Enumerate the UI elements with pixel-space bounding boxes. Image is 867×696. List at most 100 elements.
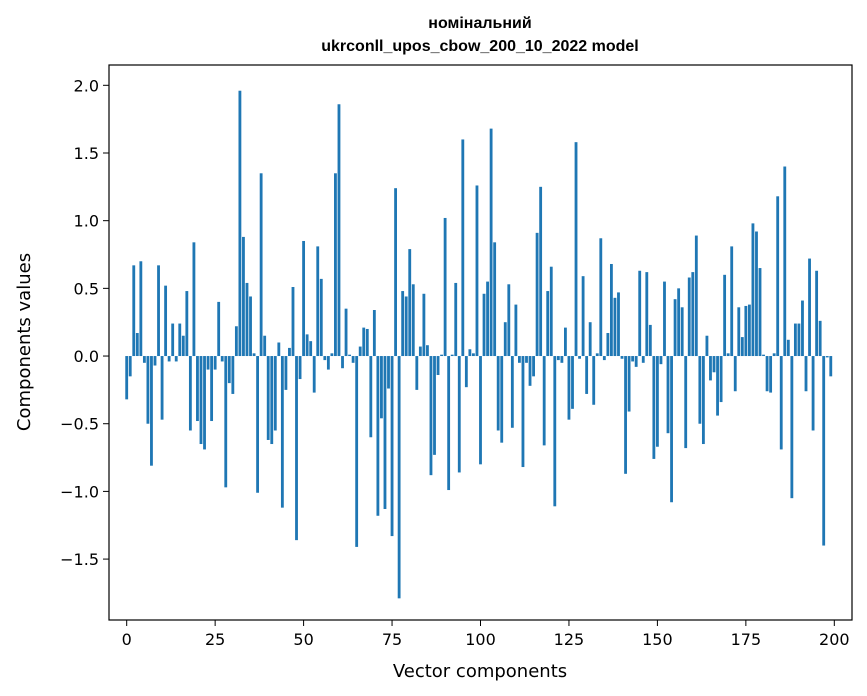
bar-40 [266, 356, 270, 440]
y-tick-label: 1.5 [74, 144, 99, 163]
bar-181 [765, 356, 769, 392]
y-tick-label: 2.0 [74, 76, 99, 95]
bar-61 [341, 356, 344, 369]
bar-93 [454, 282, 458, 357]
bar-112 [521, 356, 525, 468]
bar-30 [231, 356, 235, 394]
bar-120 [549, 266, 553, 357]
bar-173 [737, 307, 741, 357]
bar-38 [259, 173, 263, 357]
bar-188 [790, 356, 794, 499]
bar-148 [648, 324, 652, 357]
bar-140 [620, 356, 624, 359]
bar-27 [220, 356, 224, 362]
bars-group [125, 90, 833, 599]
bar-54 [316, 246, 320, 357]
bar-145 [638, 270, 642, 357]
bar-31 [234, 326, 238, 357]
bar-86 [429, 356, 433, 476]
bar-99 [475, 185, 479, 357]
bar-59 [334, 173, 337, 357]
bar-179 [758, 268, 762, 357]
bar-178 [755, 231, 758, 357]
bar-182 [769, 356, 773, 393]
bar-69 [369, 356, 373, 438]
bar-21 [199, 356, 203, 445]
bar-34 [245, 282, 249, 357]
bar-113 [525, 356, 528, 363]
bar-17 [185, 291, 189, 357]
bar-70 [372, 310, 376, 357]
bar-152 [663, 281, 666, 357]
y-tick-label: 0.5 [74, 279, 99, 298]
bar-187 [786, 339, 790, 357]
bar-41 [270, 356, 274, 445]
bar-46 [288, 347, 291, 357]
bar-29 [227, 356, 231, 384]
x-tick-label: 50 [293, 630, 313, 649]
bar-19 [192, 242, 196, 357]
bar-156 [677, 288, 681, 357]
bar-198 [825, 356, 829, 358]
bar-121 [553, 356, 557, 507]
bar-28 [224, 356, 228, 488]
bar-9 [157, 265, 160, 357]
bar-33 [242, 236, 245, 357]
bar-11 [164, 285, 168, 357]
bar-58 [330, 353, 334, 357]
bar-65 [355, 356, 359, 547]
bar-12 [167, 356, 171, 362]
bar-196 [818, 320, 822, 357]
bar-43 [277, 342, 281, 357]
bar-177 [751, 223, 755, 357]
bar-154 [670, 356, 673, 503]
bar-55 [319, 278, 323, 357]
bar-6 [146, 356, 150, 424]
bar-161 [694, 235, 698, 357]
bar-165 [709, 356, 712, 381]
bar-1 [128, 356, 132, 377]
bar-73 [383, 356, 387, 509]
bar-124 [564, 327, 567, 357]
bar-106 [500, 356, 504, 443]
x-tick-label: 100 [465, 630, 496, 649]
x-tick-label: 75 [382, 630, 402, 649]
bar-56 [323, 356, 327, 361]
bar-125 [567, 356, 571, 420]
bar-115 [532, 356, 535, 377]
y-tick-label: 0.0 [74, 347, 99, 366]
bar-138 [613, 297, 617, 357]
bar-37 [256, 356, 260, 493]
bar-81 [411, 284, 415, 357]
bar-7 [150, 356, 153, 466]
bar-180 [762, 354, 765, 357]
bar-75 [390, 356, 394, 537]
bar-127 [574, 142, 578, 357]
bar-199 [829, 356, 833, 377]
bar-136 [606, 333, 610, 357]
y-axis-ticks: 2.0 1.5 1.0 0.5 0.0 −0.5 −1.0 −1.5 [60, 76, 109, 569]
bar-45 [284, 356, 288, 390]
bar-142 [627, 356, 631, 412]
bar-162 [698, 356, 702, 424]
bar-13 [171, 323, 175, 357]
bar-82 [415, 356, 419, 390]
bar-79 [404, 296, 408, 357]
y-tick-label: −1.5 [60, 550, 99, 569]
bar-22 [203, 356, 206, 450]
plot-frame [108, 64, 853, 621]
bar-32 [238, 90, 242, 357]
bar-5 [142, 356, 146, 363]
bar-89 [440, 354, 443, 357]
bar-174 [740, 337, 744, 357]
bar-101 [482, 293, 486, 357]
bar-160 [691, 272, 695, 357]
bar-133 [595, 353, 599, 357]
bar-122 [556, 356, 560, 361]
bar-76 [394, 188, 397, 357]
bar-23 [206, 356, 210, 370]
bar-94 [457, 356, 461, 473]
bar-95 [461, 139, 465, 357]
bar-192 [804, 356, 808, 392]
bar-159 [687, 277, 691, 357]
